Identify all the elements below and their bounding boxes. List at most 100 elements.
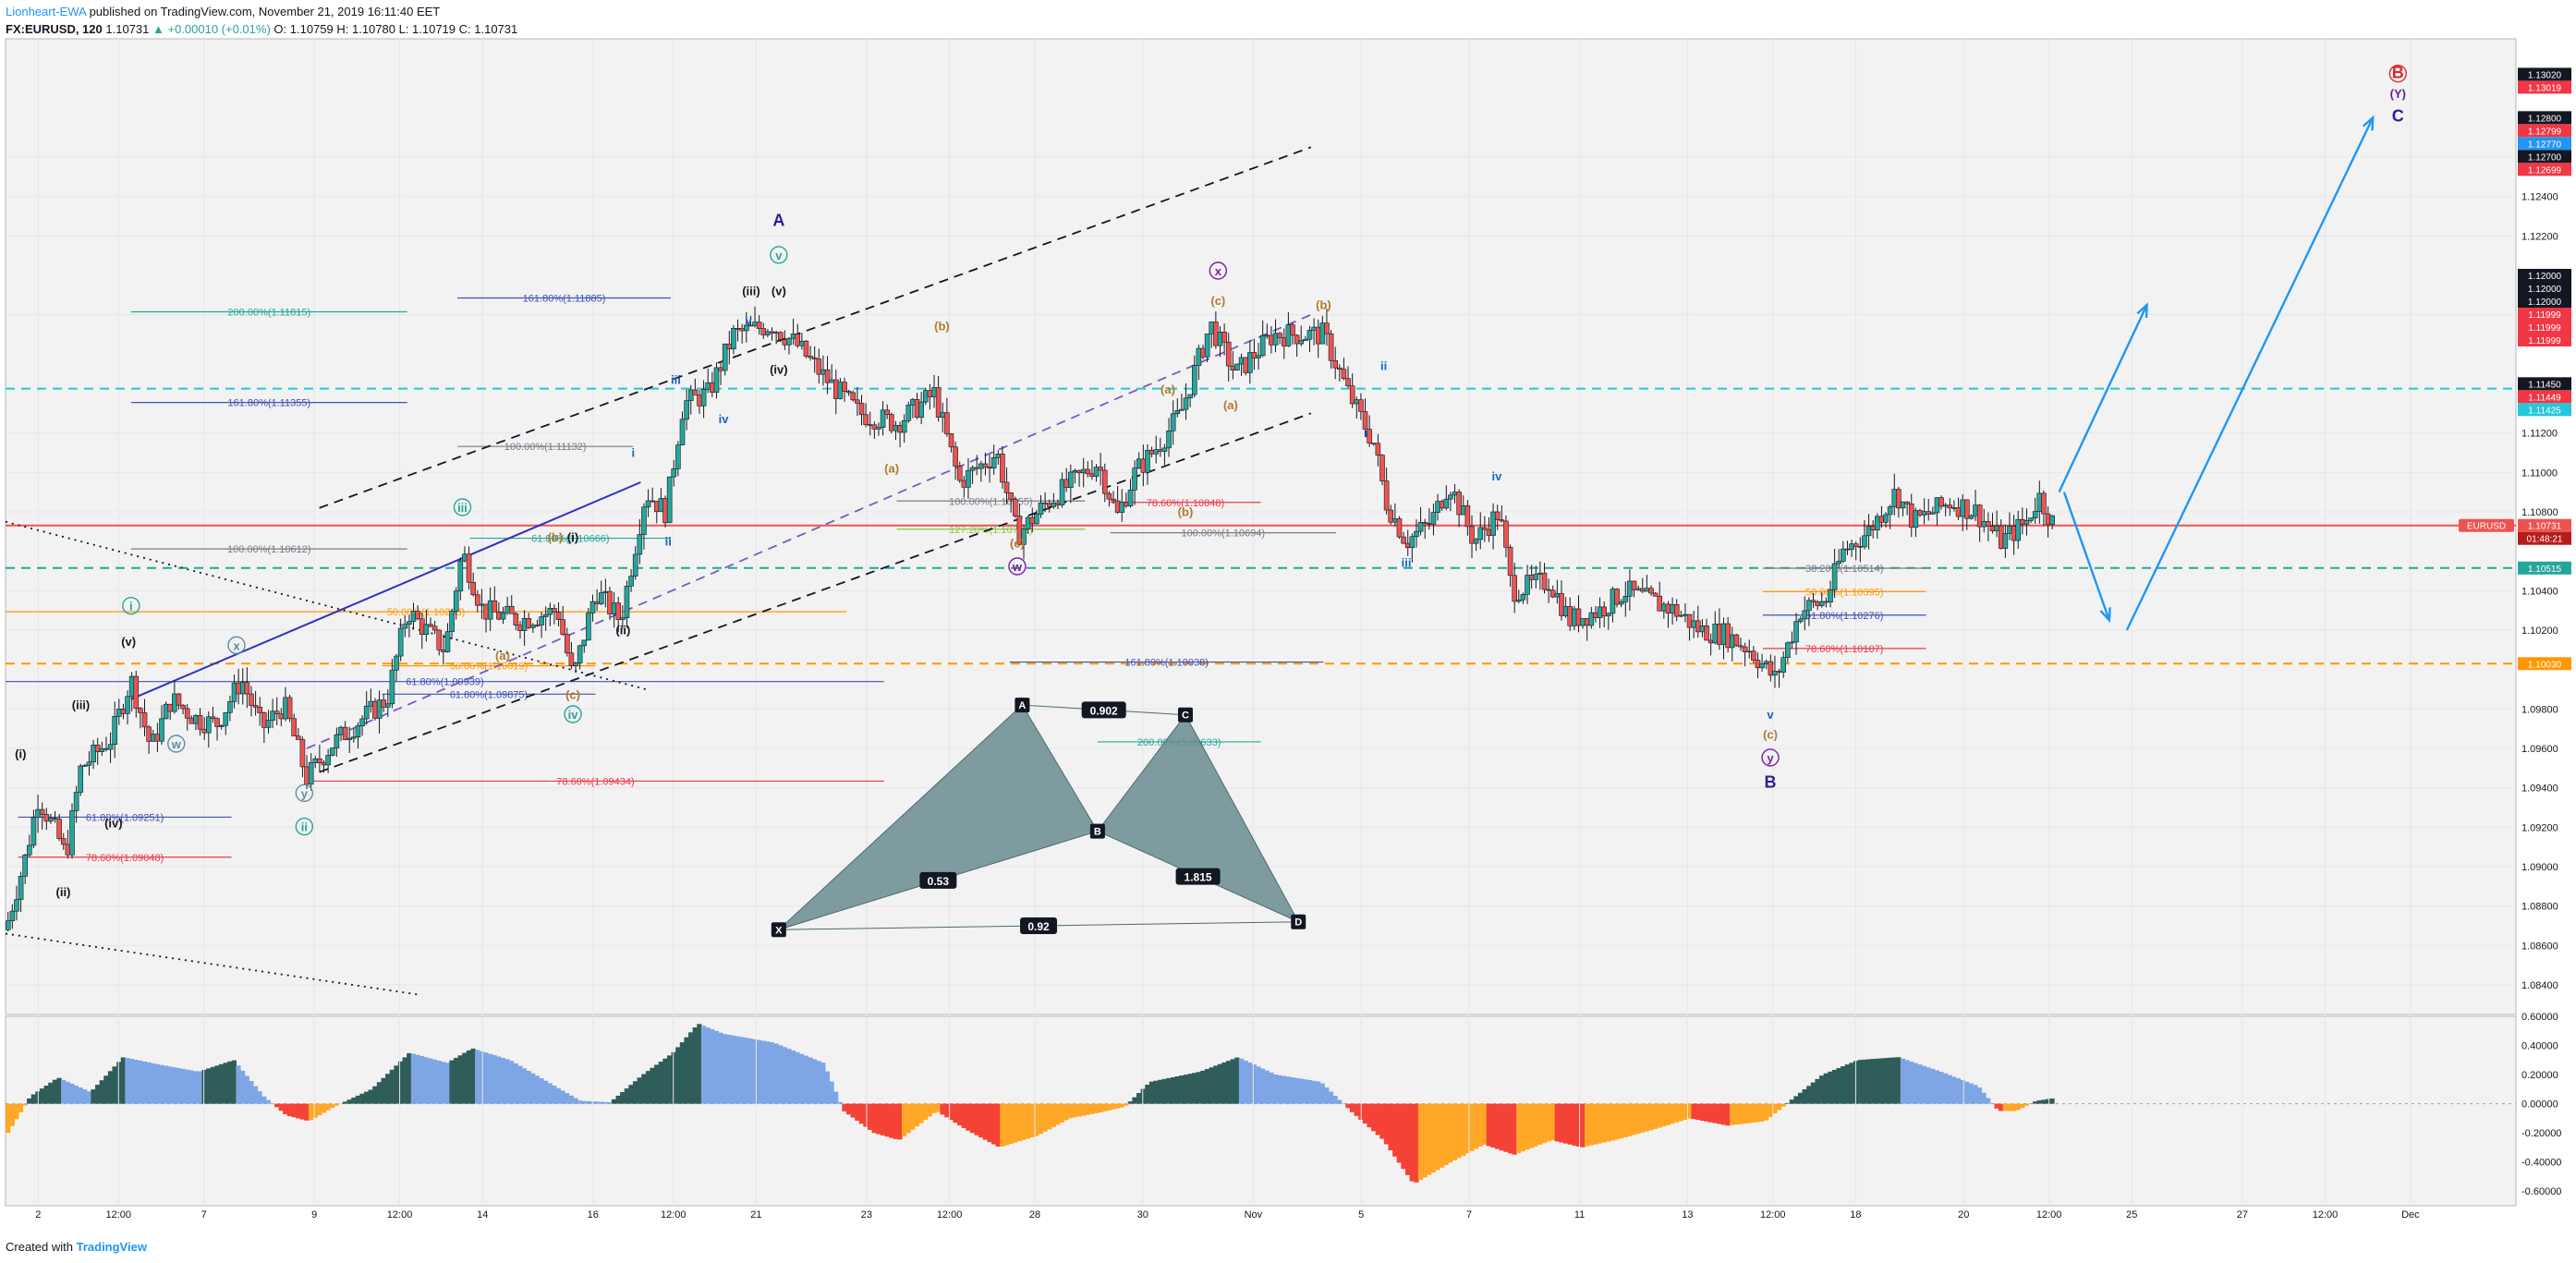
candle-bear: [261, 712, 267, 728]
oscillator-bar: [1234, 1057, 1240, 1104]
candle-bear: [956, 466, 963, 481]
oscillator-bar: [1452, 1103, 1458, 1160]
tradingview-logo[interactable]: TradingView: [76, 1240, 147, 1254]
harmonic-ratio-badge: [919, 871, 957, 889]
oscillator-bar: [1464, 1103, 1470, 1154]
harmonic-pattern[interactable]: X A B C D 0.902 0.53 1.815 0.92: [771, 698, 1306, 938]
time-tick-label: 16: [588, 1209, 599, 1220]
oscillator-bar: [1183, 1075, 1189, 1104]
candle-bull: [1303, 338, 1308, 341]
oscillator-bar: [1337, 1099, 1343, 1104]
candle-bull: [312, 758, 319, 763]
time-tick-label: 9: [311, 1209, 317, 1220]
candle-bear: [1853, 543, 1859, 547]
oscillator-bar: [790, 1050, 796, 1104]
oscillator-bar: [48, 1082, 54, 1104]
oscillator-bar: [154, 1063, 160, 1104]
candle-bear: [1738, 645, 1744, 648]
candle-bear: [1345, 378, 1351, 387]
candle-bear: [1614, 589, 1620, 605]
oscillator-bar: [1316, 1081, 1321, 1104]
oscillator-bar: [1362, 1103, 1368, 1124]
candle-bull: [1802, 610, 1808, 620]
time-tick-label: 2: [35, 1209, 41, 1220]
oscillator-bar: [449, 1060, 455, 1104]
harmonic-ratio-label: 0.92: [1027, 920, 1050, 933]
oscillator-bar: [419, 1056, 425, 1104]
oscillator-bar: [2015, 1103, 2021, 1111]
oscillator-bar: [509, 1061, 515, 1104]
candle-bear: [858, 403, 865, 416]
oscillator-bar: [1367, 1103, 1372, 1128]
forecast-arrows[interactable]: [2058, 115, 2375, 631]
time-axis[interactable]: 2 12:00 7 9 12:00 14 16 12:00 21 23 12:00 28 30 Nov 5 7…: [35, 1209, 2420, 1220]
candle-bear: [1559, 593, 1564, 616]
candle-bull: [338, 726, 344, 735]
oscillator-bar: [1661, 1103, 1667, 1127]
oscillator-bar: [133, 1059, 139, 1104]
candle-bull: [547, 608, 553, 615]
oscillator-bar: [978, 1103, 984, 1138]
oscillator-bar: [1051, 1103, 1056, 1127]
time-tick-label: 28: [1029, 1209, 1040, 1220]
wave-label: (a): [1223, 398, 1238, 412]
candle-bull: [743, 324, 749, 332]
oscillator-bar: [278, 1103, 284, 1111]
candle-bull: [1298, 340, 1305, 345]
oscillator-bar: [1938, 1072, 1944, 1104]
oscillator-bar: [1986, 1098, 1991, 1104]
oscillator-bar: [1349, 1103, 1355, 1112]
harmonic-point-label: C: [1182, 710, 1189, 722]
price-scale-badge: [2518, 111, 2571, 125]
author-link[interactable]: Lionheart-EWA: [6, 5, 86, 18]
candle-bull: [589, 601, 596, 613]
oscillator-bar: [731, 1035, 736, 1104]
fib-level-label: 100.00%(1.10694): [1181, 528, 1265, 540]
candle-bear: [1857, 546, 1864, 548]
time-tick-label: 12:00: [387, 1209, 413, 1220]
candle-bear: [419, 618, 425, 635]
oscillator-bar: [816, 1061, 821, 1104]
candle-bear: [466, 553, 472, 583]
oscillator-bar: [1256, 1066, 1261, 1104]
oscillator-bar: [1401, 1103, 1406, 1170]
price-tick-label: 1.08400: [2521, 980, 2558, 991]
price-scale-badge: [2518, 137, 2571, 151]
candle-bear: [1998, 525, 2004, 549]
oscillator-bar: [1841, 1066, 1846, 1104]
oscillator-bar: [858, 1103, 864, 1124]
oscillator-axis[interactable]: 0.60000 0.40000 0.20000 0.00000 -0.20000 -0.4…: [2521, 1012, 2561, 1197]
candle-bear: [1878, 516, 1885, 523]
candle-bull: [1238, 357, 1245, 365]
candle-bear: [1008, 492, 1014, 500]
fib-level-label: 161.80%(1.11885): [523, 294, 606, 305]
harmonic-point-badge: [771, 922, 786, 938]
oscillator-bar: [1251, 1064, 1257, 1104]
oscillator-bar: [1213, 1065, 1219, 1104]
oscillator-bar: [1768, 1103, 1773, 1117]
oscillator-bar: [1217, 1063, 1222, 1104]
oscillator-bar: [1021, 1103, 1027, 1140]
oscillator-bar: [842, 1103, 847, 1111]
candle-bear: [1439, 501, 1445, 509]
wave-label: (i): [15, 747, 26, 761]
candle-bull: [479, 603, 485, 606]
oscillator-bar: [283, 1103, 288, 1115]
oscillator-bar: [1204, 1069, 1210, 1104]
candle-bear: [184, 708, 190, 719]
price-axis[interactable]: 1.08400 1.08600 1.08800 1.09000 1.09200 1.094…: [2459, 67, 2571, 991]
candle-bear: [1281, 337, 1287, 346]
candle-bull: [500, 612, 506, 620]
candle-bull: [2032, 511, 2038, 518]
price-scale-badge: [2518, 282, 2571, 295]
candle-bear: [1383, 480, 1390, 511]
fib-level-label: 100.00%(1.10855): [949, 496, 1033, 507]
time-tick-label: 5: [1358, 1209, 1364, 1220]
symbol-label[interactable]: FX:EURUSD, 120: [6, 22, 103, 36]
wave-label: (a): [1160, 383, 1175, 396]
price-scale-badge-label: 1.11999: [2528, 310, 2561, 321]
oscillator-bar: [1917, 1064, 1923, 1104]
candle-bull: [1179, 408, 1185, 411]
candle-bear: [1269, 334, 1274, 346]
